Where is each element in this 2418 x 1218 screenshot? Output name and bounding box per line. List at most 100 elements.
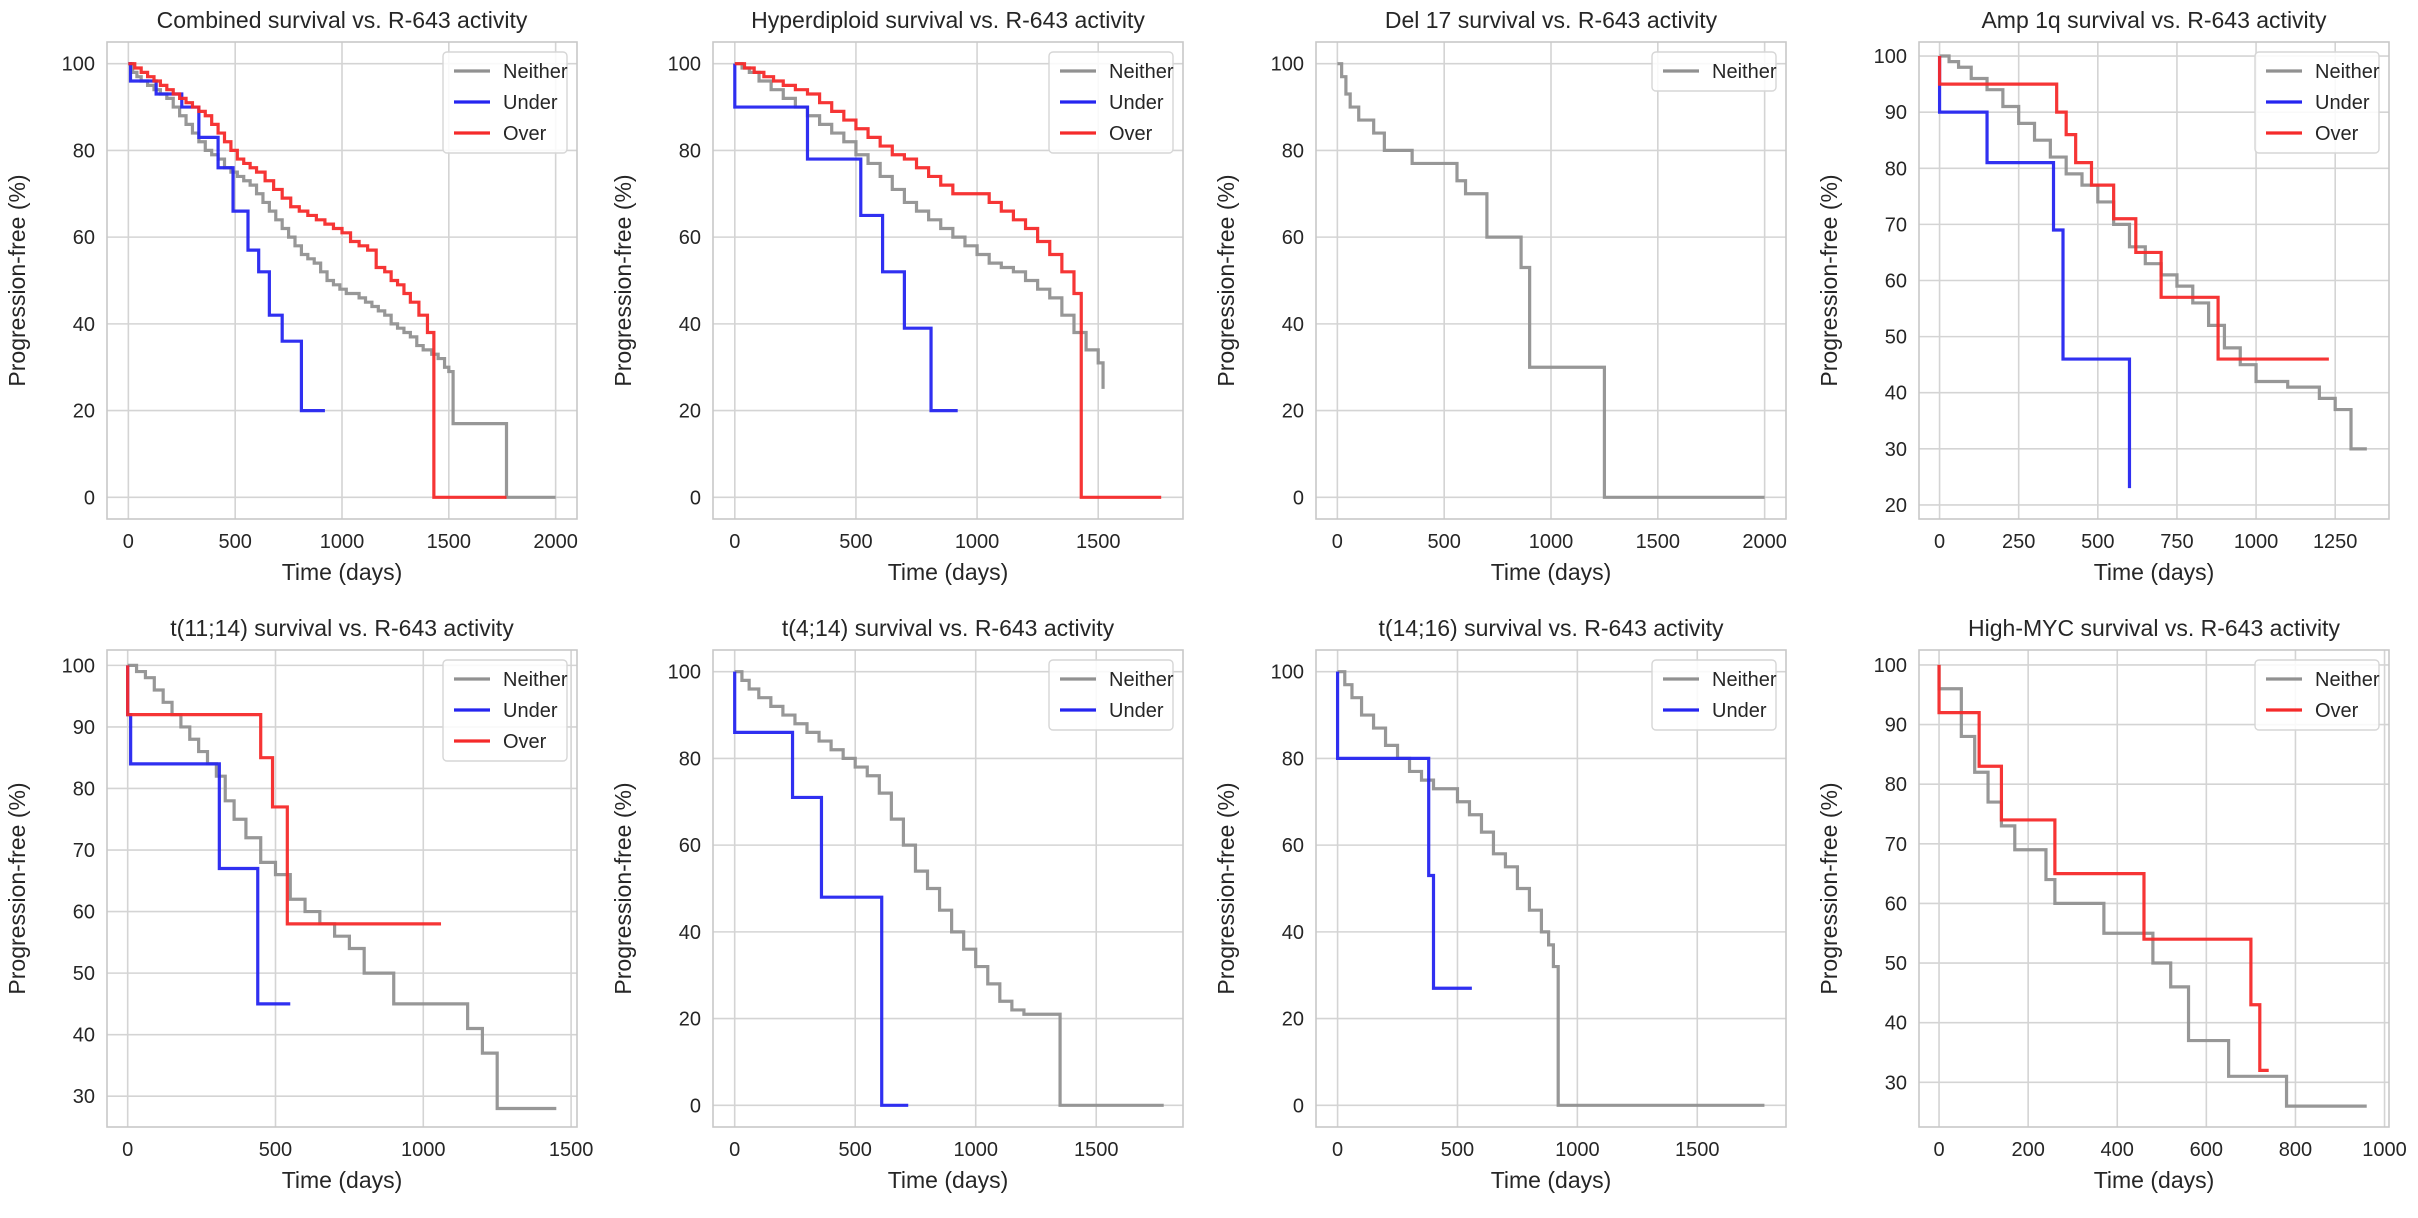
y-tick-label: 80 xyxy=(679,748,701,770)
x-axis-label: Time (days) xyxy=(888,559,1009,585)
legend-label-neither: Neither xyxy=(2315,61,2380,83)
legend-label-under: Under xyxy=(1109,92,1164,114)
series-group xyxy=(733,62,1162,499)
y-tick-label: 60 xyxy=(73,902,95,924)
y-tick-label: 80 xyxy=(1885,774,1907,796)
y-tick-label: 50 xyxy=(1885,327,1907,349)
y-tick-label: 40 xyxy=(1885,383,1907,405)
y-tick-label: 40 xyxy=(1282,922,1304,944)
x-tick-label: 400 xyxy=(2101,1139,2134,1161)
chart-panel-3: Del 17 survival vs. R-643 activity 0 500 10… xyxy=(1213,7,1787,585)
y-tick-label: 0 xyxy=(84,487,95,509)
y-tick-label: 80 xyxy=(1282,140,1304,162)
legend-box xyxy=(1651,51,1777,92)
y-tick-label: 60 xyxy=(679,227,701,249)
chart-title: t(11;14) survival vs. R-643 activity xyxy=(170,615,514,641)
series-line-neither xyxy=(1937,664,2367,1108)
plot-frame xyxy=(1918,41,2390,520)
y-tick-label: 60 xyxy=(679,835,701,857)
x-tick-label: 200 xyxy=(2011,1139,2044,1161)
y-tick-label: 80 xyxy=(679,140,701,162)
series-group xyxy=(128,62,556,499)
series-group xyxy=(126,663,557,1111)
series-line-under xyxy=(1937,56,2132,489)
y-tick-label: 100 xyxy=(62,54,95,76)
y-tick-label: 50 xyxy=(1885,953,1907,975)
x-axis-label: Time (days) xyxy=(1491,559,1612,585)
y-tick-label: 100 xyxy=(668,54,701,76)
x-tick-label: 1500 xyxy=(427,531,472,553)
legend: Neither xyxy=(1651,51,1777,92)
x-tick-label: 500 xyxy=(839,1139,872,1161)
y-axis-label: Progression-free (%) xyxy=(1213,174,1239,386)
x-tick-label: 0 xyxy=(122,1139,133,1161)
chart-title: t(14;16) survival vs. R-643 activity xyxy=(1378,615,1724,641)
x-tick-label: 500 xyxy=(2081,531,2114,553)
legend-label-under: Under xyxy=(1712,700,1767,722)
series-line-over xyxy=(1937,664,2269,1072)
x-tick-label: 500 xyxy=(218,531,251,553)
chart-panel-2: Hyperdiploid survival vs. R-643 activity… xyxy=(610,7,1184,585)
legend: Neither Under xyxy=(1048,659,1174,731)
y-tick-label: 0 xyxy=(1293,1095,1304,1117)
legend-label-over: Over xyxy=(503,731,547,753)
legend-box xyxy=(1048,51,1174,154)
chart-panel-5: t(11;14) survival vs. R-643 activity 0 500… xyxy=(4,615,593,1193)
legend-label-under: Under xyxy=(503,700,558,722)
legend-label-over: Over xyxy=(503,123,547,145)
y-tick-label: 30 xyxy=(1885,1072,1907,1094)
x-tick-label: 1500 xyxy=(1675,1139,1720,1161)
series-line-neither xyxy=(128,62,556,499)
legend-label-neither: Neither xyxy=(1109,669,1174,691)
legend-label-over: Over xyxy=(1109,123,1153,145)
x-tick-label: 0 xyxy=(1933,1139,1944,1161)
y-tick-label: 90 xyxy=(1885,102,1907,124)
x-tick-label: 600 xyxy=(2190,1139,2223,1161)
series-line-neither xyxy=(127,663,557,1111)
y-tick-label: 40 xyxy=(679,314,701,336)
series-line-neither xyxy=(1939,54,2367,451)
plot-frame xyxy=(106,41,578,520)
series-line-under xyxy=(128,62,325,413)
legend: Neither Under Over xyxy=(1048,51,1174,154)
y-axis-label: Progression-free (%) xyxy=(4,174,30,386)
legend-box xyxy=(2254,51,2380,154)
chart-title: Combined survival vs. R-643 activity xyxy=(157,7,528,33)
y-tick-label: 40 xyxy=(73,1025,95,1047)
y-tick-label: 50 xyxy=(73,963,95,985)
x-tick-label: 2000 xyxy=(533,531,578,553)
y-tick-label: 60 xyxy=(73,227,95,249)
y-tick-label: 0 xyxy=(690,1095,701,1117)
y-tick-label: 40 xyxy=(73,314,95,336)
series-line-over xyxy=(1937,56,2329,361)
x-tick-label: 1250 xyxy=(2313,531,2358,553)
legend: Neither Under Over xyxy=(442,51,568,154)
series-line-over xyxy=(734,62,1162,499)
y-tick-label: 100 xyxy=(1271,54,1304,76)
chart-panel-4: Amp 1q survival vs. R-643 activity 0 250 50… xyxy=(1816,7,2390,585)
series-line-under xyxy=(733,63,958,413)
legend-label-under: Under xyxy=(1109,700,1164,722)
legend-label-neither: Neither xyxy=(503,61,568,83)
legend: Neither Under xyxy=(1651,659,1777,731)
y-tick-label: 20 xyxy=(73,401,95,423)
y-tick-label: 60 xyxy=(1282,835,1304,857)
y-tick-label: 70 xyxy=(1885,834,1907,856)
series-group xyxy=(733,670,1164,1107)
series-line-neither xyxy=(1337,670,1765,1107)
y-axis-label: Progression-free (%) xyxy=(4,782,30,994)
legend-box xyxy=(442,659,568,762)
x-tick-label: 0 xyxy=(729,1139,740,1161)
chart-title: t(4;14) survival vs. R-643 activity xyxy=(782,615,1115,641)
legend: Neither Over xyxy=(2254,659,2380,731)
series-line-over xyxy=(128,62,507,499)
legend-label-under: Under xyxy=(503,92,558,114)
x-tick-label: 250 xyxy=(2002,531,2035,553)
plot-frame xyxy=(106,649,578,1128)
y-tick-label: 30 xyxy=(73,1086,95,1108)
y-tick-label: 100 xyxy=(62,655,95,677)
y-tick-label: 20 xyxy=(1282,401,1304,423)
series-group xyxy=(1937,664,2367,1108)
series-group xyxy=(1337,62,1765,499)
series-line-neither xyxy=(734,62,1105,389)
